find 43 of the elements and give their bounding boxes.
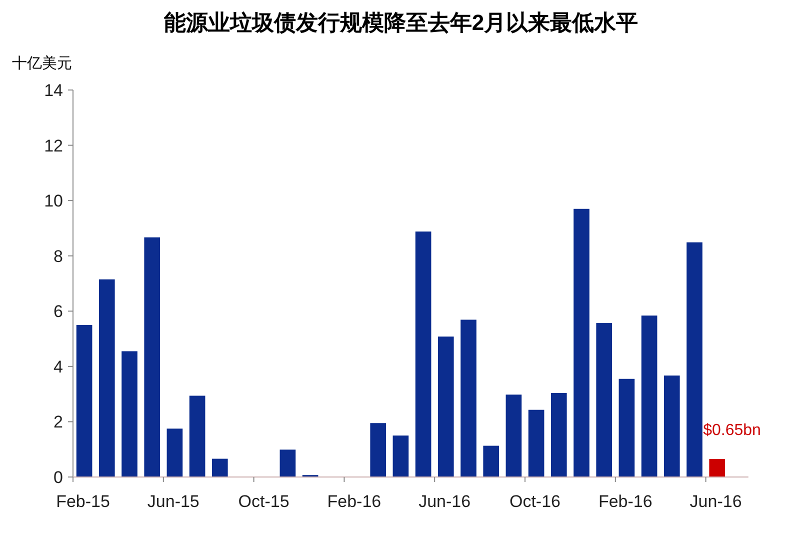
x-tick-label: Oct-15 xyxy=(238,492,290,511)
x-tick-label: Feb-15 xyxy=(56,492,110,511)
bar xyxy=(392,436,409,477)
bar xyxy=(664,376,680,477)
bar xyxy=(641,316,658,477)
x-tick-label: Jun-16 xyxy=(690,492,742,511)
bar xyxy=(415,232,432,477)
bar xyxy=(528,410,544,477)
x-tick-label: Feb-16 xyxy=(327,492,382,511)
y-tick-label: 10 xyxy=(44,192,63,211)
bar xyxy=(483,446,500,477)
bar xyxy=(596,323,612,477)
y-tick-label: 4 xyxy=(54,357,63,376)
y-tick-label: 0 xyxy=(54,468,63,487)
data-label: $0.65bn xyxy=(703,422,761,440)
bar xyxy=(189,396,206,477)
x-tick-label: Jun-16 xyxy=(418,492,471,511)
bar xyxy=(438,336,454,477)
bar xyxy=(460,320,476,477)
bar xyxy=(370,423,386,477)
x-tick-label: Jun-15 xyxy=(147,492,200,511)
y-tick-label: 8 xyxy=(54,246,63,266)
bar xyxy=(212,458,228,477)
y-tick-label: 2 xyxy=(54,412,63,432)
bar xyxy=(709,459,726,477)
chart-title: 能源业垃圾债发行规模降至去年2月以来最低水平 xyxy=(164,10,638,35)
bar xyxy=(686,242,702,477)
bar xyxy=(76,324,92,477)
bar xyxy=(166,428,183,477)
y-tick-label: 12 xyxy=(44,136,63,156)
bar xyxy=(574,208,590,477)
x-tick-label: Oct-16 xyxy=(509,492,561,511)
y-tick-label: 6 xyxy=(54,302,63,322)
bar xyxy=(280,450,296,477)
y-axis-title: 十亿美元 xyxy=(12,55,72,72)
bar xyxy=(122,351,138,477)
x-tick-label: Feb-16 xyxy=(598,492,652,511)
y-tick-label: 14 xyxy=(44,81,63,100)
bar xyxy=(618,378,635,477)
bar xyxy=(550,392,567,477)
bar xyxy=(506,394,522,477)
bar xyxy=(98,279,115,477)
bar xyxy=(144,237,160,477)
